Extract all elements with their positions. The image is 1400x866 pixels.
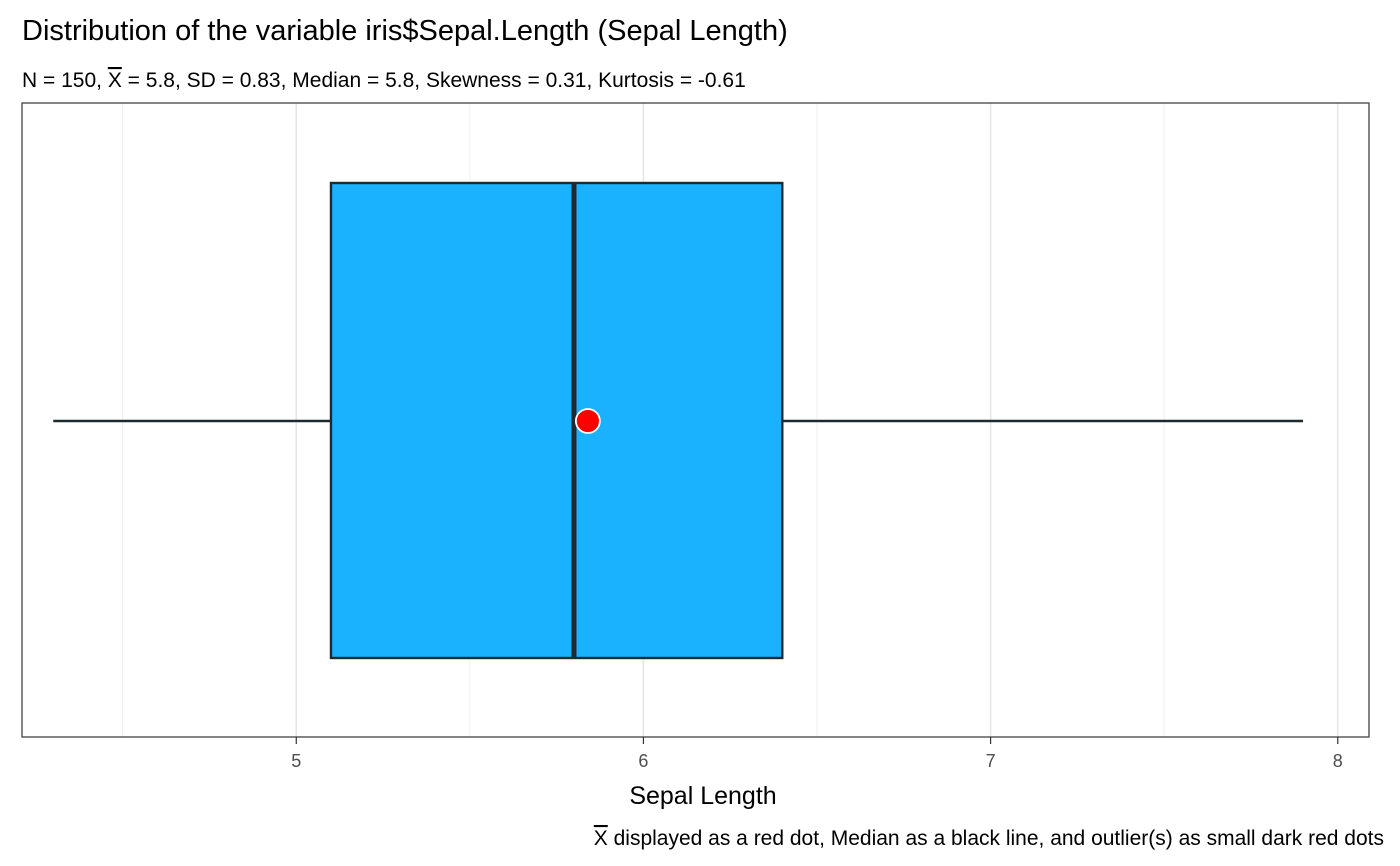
- box-iqr: [329, 181, 784, 660]
- x-tick-label-0: 5: [291, 751, 301, 771]
- chart-caption: X displayed as a red dot, Median as a bl…: [594, 827, 1384, 850]
- x-axis-label: Sepal Length: [629, 782, 776, 810]
- panel-border: [21, 102, 1370, 738]
- mean-point: [574, 408, 601, 434]
- subtitle-prefix: N = 150,: [22, 69, 108, 92]
- chart-title: Distribution of the variable iris$Sepal.…: [22, 15, 788, 47]
- x-tick-label-3: 8: [1333, 751, 1343, 771]
- x-axis: 5 6 7 8: [291, 737, 1343, 771]
- plot-area: [53, 181, 1304, 660]
- mean-symbol: X: [108, 69, 122, 92]
- x-tick-label-2: 7: [986, 751, 996, 771]
- x-tick-label-1: 6: [638, 751, 648, 771]
- subtitle-suffix: = 5.8, SD = 0.83, Median = 5.8, Skewness…: [122, 69, 746, 92]
- chart-subtitle: N = 150, X = 5.8, SD = 0.83, Median = 5.…: [22, 69, 746, 92]
- caption-mean-symbol: X: [594, 827, 608, 850]
- caption-text: displayed as a red dot, Median as a blac…: [608, 827, 1384, 850]
